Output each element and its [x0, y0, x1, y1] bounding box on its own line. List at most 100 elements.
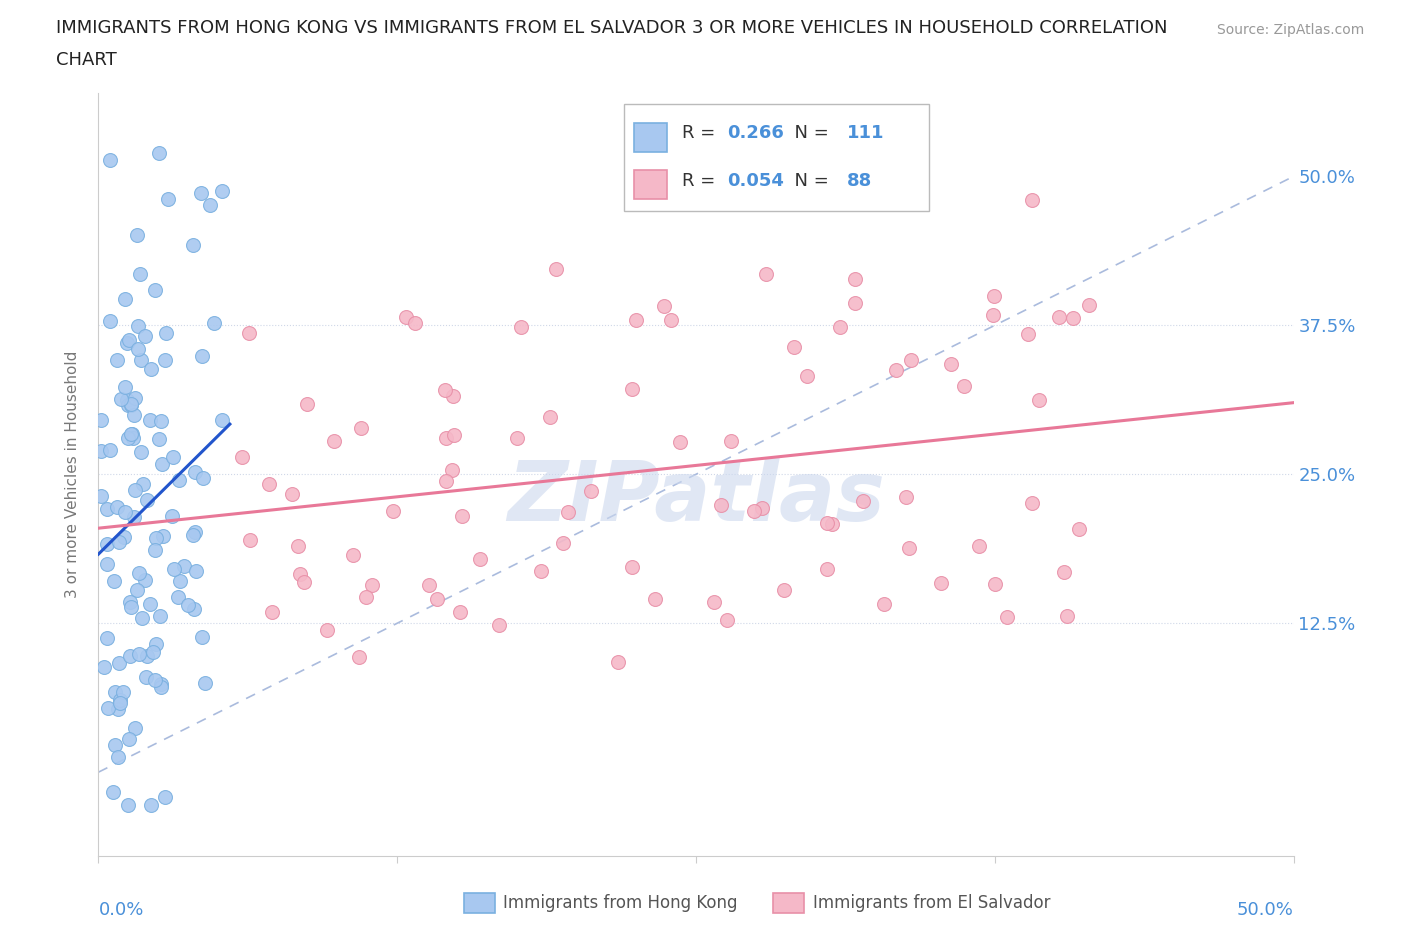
- Point: [96, 502, 118, 517]
- Point: [128, 647, 150, 662]
- Point: [120, 398, 142, 413]
- Point: [125, 582, 148, 597]
- Point: [652, 299, 675, 313]
- Point: [136, 648, 159, 663]
- Point: [101, 785, 124, 800]
- Text: CHART: CHART: [56, 51, 117, 69]
- Point: [98, 153, 121, 167]
- Point: [139, 597, 162, 612]
- Text: Immigrants from El Salvador: Immigrants from El Salvador: [813, 894, 1050, 912]
- Point: [105, 499, 128, 514]
- Point: [621, 559, 644, 574]
- Point: [449, 604, 471, 619]
- Text: R =: R =: [682, 172, 721, 190]
- Point: [231, 449, 253, 464]
- Point: [120, 600, 142, 615]
- Point: [124, 391, 146, 405]
- Point: [110, 392, 132, 406]
- Point: [796, 369, 818, 384]
- Point: [104, 737, 127, 752]
- Point: [108, 535, 131, 550]
- Point: [150, 457, 173, 472]
- Point: [441, 463, 464, 478]
- Point: [118, 732, 141, 747]
- Point: [160, 508, 183, 523]
- Point: [1067, 522, 1090, 537]
- Point: [112, 529, 135, 544]
- Point: [202, 315, 225, 330]
- Point: [434, 382, 457, 397]
- Point: [153, 353, 176, 368]
- Point: [898, 541, 921, 556]
- Point: [995, 610, 1018, 625]
- Point: [90, 444, 112, 458]
- Point: [821, 516, 844, 531]
- FancyBboxPatch shape: [634, 170, 668, 199]
- Point: [281, 486, 304, 501]
- Text: 0.0%: 0.0%: [98, 901, 143, 920]
- Point: [114, 292, 136, 307]
- Point: [1047, 310, 1070, 325]
- Point: [579, 484, 602, 498]
- Point: [322, 433, 344, 448]
- Point: [538, 409, 561, 424]
- Point: [122, 407, 145, 422]
- Point: [149, 680, 172, 695]
- Point: [830, 320, 852, 335]
- Text: 50.0%: 50.0%: [1237, 901, 1294, 920]
- Point: [169, 573, 191, 588]
- Point: [755, 266, 778, 281]
- Point: [107, 701, 129, 716]
- Point: [128, 267, 150, 282]
- Point: [287, 538, 309, 553]
- Point: [114, 380, 136, 395]
- Point: [127, 228, 149, 243]
- Point: [111, 684, 134, 699]
- Point: [155, 326, 177, 340]
- Text: N =: N =: [783, 172, 835, 190]
- Point: [143, 542, 166, 557]
- Point: [443, 428, 465, 443]
- Point: [939, 356, 962, 371]
- Point: [451, 509, 474, 524]
- Point: [238, 326, 260, 340]
- Point: [117, 797, 139, 812]
- Point: [120, 397, 142, 412]
- Point: [167, 590, 190, 604]
- Point: [131, 477, 153, 492]
- FancyBboxPatch shape: [634, 123, 668, 152]
- Point: [815, 516, 838, 531]
- Point: [105, 352, 128, 367]
- Point: [127, 318, 149, 333]
- Point: [259, 476, 281, 491]
- Point: [156, 192, 179, 206]
- Point: [198, 198, 221, 213]
- Point: [148, 432, 170, 446]
- Point: [139, 797, 162, 812]
- Point: [173, 559, 195, 574]
- Point: [118, 333, 141, 348]
- Point: [953, 379, 976, 393]
- Point: [981, 308, 1004, 323]
- Point: [1021, 193, 1043, 207]
- Point: [155, 790, 177, 804]
- Point: [669, 434, 692, 449]
- Point: [186, 564, 208, 578]
- Point: [211, 413, 233, 428]
- Point: [93, 659, 115, 674]
- Point: [135, 670, 157, 684]
- Point: [181, 527, 204, 542]
- Point: [190, 185, 212, 200]
- Point: [148, 608, 170, 623]
- Point: [315, 622, 337, 637]
- Point: [150, 413, 173, 428]
- Point: [96, 631, 118, 645]
- Point: [184, 465, 207, 480]
- Point: [772, 582, 794, 597]
- Point: [239, 532, 262, 547]
- Point: [488, 618, 510, 632]
- Point: [470, 551, 492, 566]
- Point: [124, 510, 146, 525]
- Point: [418, 578, 440, 592]
- Point: [181, 238, 204, 253]
